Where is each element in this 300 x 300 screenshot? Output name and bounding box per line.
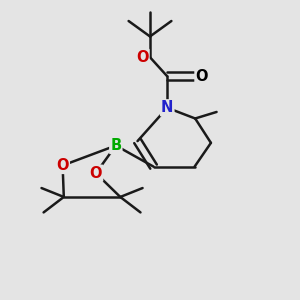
Text: O: O <box>196 69 208 84</box>
Text: B: B <box>110 138 122 153</box>
Text: N: N <box>161 100 173 115</box>
Text: O: O <box>136 50 148 65</box>
Text: O: O <box>90 166 102 181</box>
Text: O: O <box>56 158 69 173</box>
